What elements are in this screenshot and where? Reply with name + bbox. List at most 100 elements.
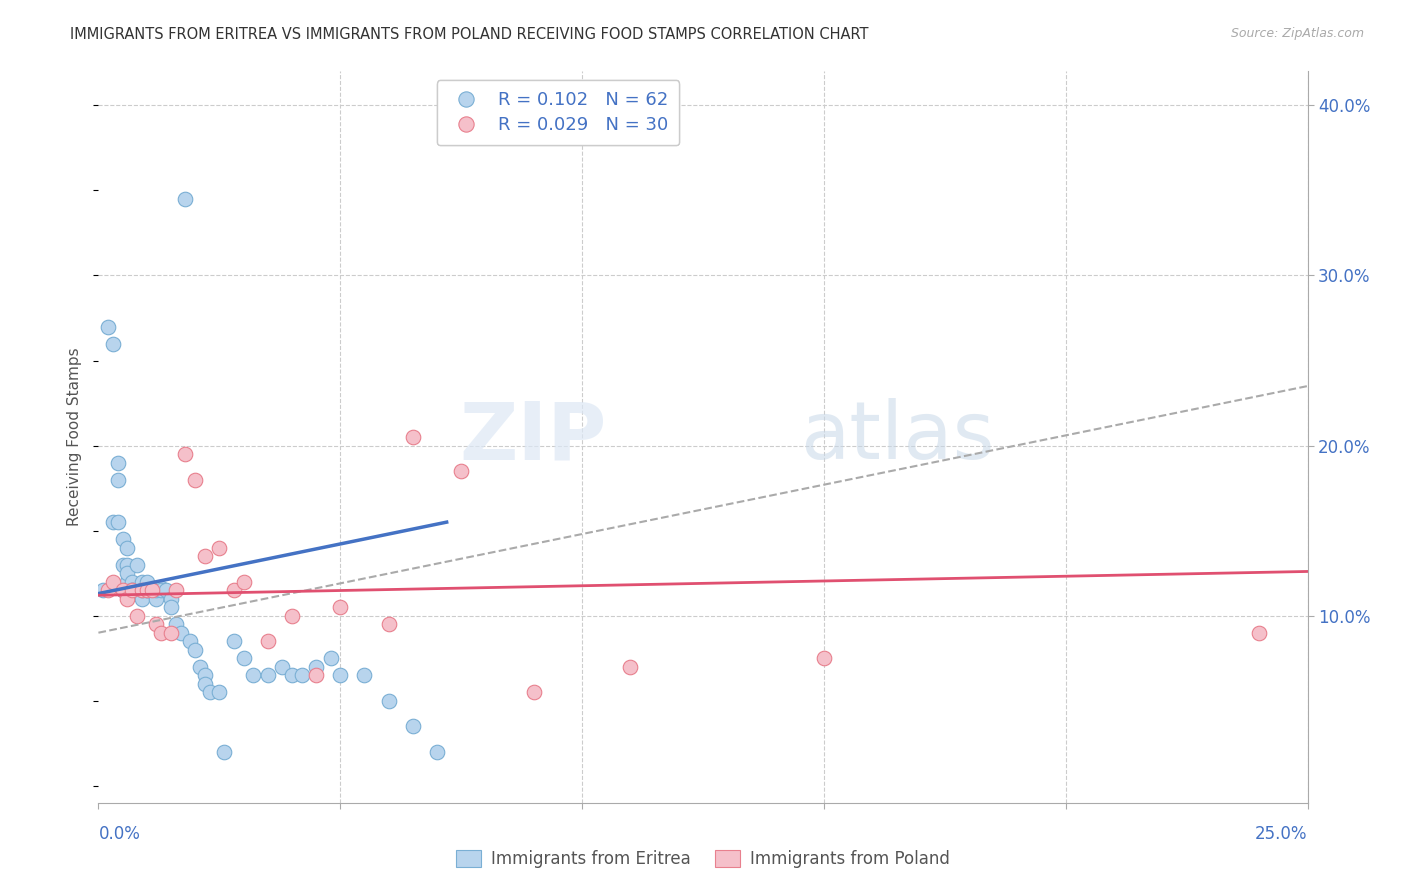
Point (121, 583, 143, 598)
Point (813, 651, 835, 665)
Text: 25.0%: 25.0% (1256, 825, 1308, 843)
Point (305, 668, 328, 682)
Point (194, 668, 217, 682)
Point (101, 336, 124, 351)
Point (160, 591, 183, 606)
Point (165, 583, 187, 598)
Point (121, 583, 143, 598)
Point (141, 583, 163, 598)
Point (131, 583, 153, 598)
Point (141, 583, 163, 598)
Point (111, 558, 134, 572)
Point (107, 456, 129, 470)
Point (141, 583, 163, 598)
Point (194, 549, 217, 563)
Point (131, 583, 153, 598)
Point (329, 668, 352, 682)
Point (121, 583, 143, 598)
Point (91, 583, 114, 598)
Point (131, 591, 153, 606)
Point (101, 515, 124, 529)
Point (232, 574, 254, 589)
Point (194, 677, 217, 691)
Point (222, 583, 245, 598)
Point (271, 659, 294, 673)
Point (117, 574, 139, 589)
Point (111, 583, 134, 598)
Point (135, 574, 157, 589)
Point (135, 583, 157, 598)
Point (377, 694, 399, 708)
Point (329, 600, 352, 615)
Point (97, 319, 120, 334)
Point (145, 583, 167, 598)
Point (150, 583, 173, 598)
Text: 0.0%: 0.0% (98, 825, 141, 843)
Text: Source: ZipAtlas.com: Source: ZipAtlas.com (1230, 27, 1364, 40)
Point (174, 192, 197, 206)
Point (150, 582, 173, 596)
Point (127, 608, 149, 623)
Point (402, 430, 425, 444)
Point (117, 558, 139, 572)
Point (111, 583, 134, 598)
Point (402, 719, 425, 733)
Text: IMMIGRANTS FROM ERITREA VS IMMIGRANTS FROM POLAND RECEIVING FOOD STAMPS CORRELAT: IMMIGRANTS FROM ERITREA VS IMMIGRANTS FR… (70, 27, 869, 42)
Point (208, 541, 231, 555)
Point (107, 515, 129, 529)
Point (155, 583, 177, 598)
Point (242, 668, 264, 682)
Point (184, 642, 207, 657)
Point (212, 745, 235, 759)
Point (169, 625, 191, 640)
Point (145, 617, 167, 632)
Text: ZIP: ZIP (458, 398, 606, 476)
Point (198, 685, 221, 699)
Point (232, 651, 254, 665)
Point (135, 583, 157, 598)
Point (145, 591, 167, 606)
Point (377, 617, 399, 632)
Point (174, 447, 197, 461)
Point (281, 608, 304, 623)
Point (523, 685, 546, 699)
Point (1249, 625, 1271, 640)
Point (117, 591, 139, 606)
Point (97, 583, 120, 598)
Point (353, 668, 375, 682)
Point (619, 659, 641, 673)
Point (117, 541, 139, 555)
Point (165, 617, 187, 632)
Point (256, 668, 278, 682)
Point (305, 659, 328, 673)
Point (127, 583, 149, 598)
Point (135, 583, 157, 598)
Point (121, 574, 143, 589)
Point (450, 464, 472, 478)
Point (188, 659, 211, 673)
Point (256, 634, 278, 648)
Point (160, 625, 183, 640)
Point (160, 600, 183, 615)
Y-axis label: Receiving Food Stamps: Receiving Food Stamps (67, 348, 83, 526)
Point (150, 625, 173, 640)
Text: atlas: atlas (800, 398, 994, 476)
Legend: Immigrants from Eritrea, Immigrants from Poland: Immigrants from Eritrea, Immigrants from… (449, 843, 957, 875)
Point (281, 668, 304, 682)
Point (222, 634, 245, 648)
Point (127, 558, 149, 572)
Point (107, 473, 129, 487)
Point (208, 685, 231, 699)
Point (179, 634, 201, 648)
Point (127, 583, 149, 598)
Point (101, 574, 124, 589)
Point (426, 745, 449, 759)
Point (117, 566, 139, 581)
Point (319, 651, 342, 665)
Point (111, 583, 134, 598)
Legend: R = 0.102   N = 62, R = 0.029   N = 30: R = 0.102 N = 62, R = 0.029 N = 30 (437, 80, 679, 145)
Point (290, 668, 312, 682)
Point (184, 473, 207, 487)
Point (121, 583, 143, 598)
Point (111, 532, 134, 546)
